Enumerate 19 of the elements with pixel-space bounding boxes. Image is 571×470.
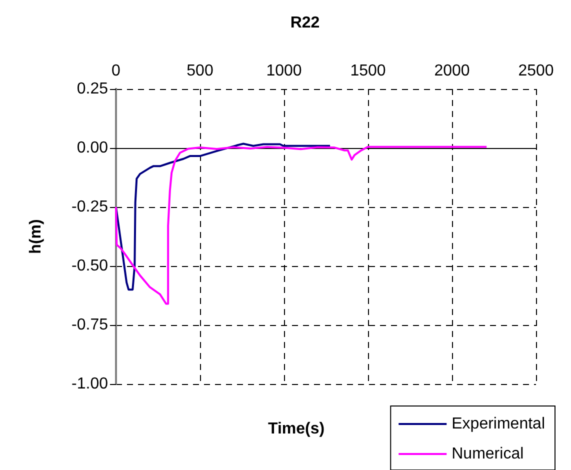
y-tick-label: -0.50 bbox=[72, 258, 108, 274]
chart-title: R22 bbox=[290, 14, 320, 32]
line-series bbox=[115, 142, 332, 291]
y-tick-label: 0.25 bbox=[76, 80, 108, 98]
y-axis-title: h(m) bbox=[28, 219, 44, 254]
x-tick-label: 1500 bbox=[350, 62, 386, 80]
y-tick-label: -1.00 bbox=[72, 376, 108, 392]
x-axis-title: Time(s) bbox=[268, 420, 325, 438]
legend-label: Experimental bbox=[452, 416, 545, 432]
x-tick-label: 2500 bbox=[518, 62, 554, 80]
x-tick-label: 0 bbox=[112, 62, 121, 80]
x-tick-label: 2000 bbox=[434, 62, 470, 80]
x-tick-label: 500 bbox=[186, 62, 214, 80]
y-tick-label: -0.25 bbox=[72, 198, 108, 216]
y-tick-label: -0.75 bbox=[72, 316, 108, 334]
x-tick-label: 1000 bbox=[266, 62, 302, 80]
line-series bbox=[115, 146, 488, 305]
y-tick-label: 0.00 bbox=[76, 140, 108, 156]
legend-label: Numerical bbox=[452, 446, 524, 462]
